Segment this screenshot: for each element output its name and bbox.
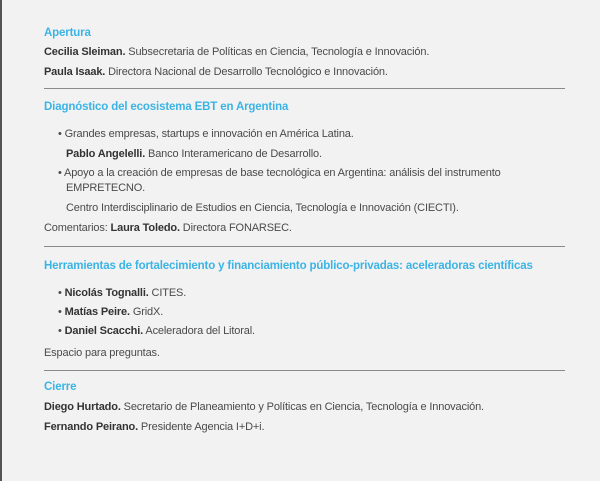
bullet-icon: • [58,128,62,140]
speaker-name: Daniel Scacchi. [64,325,144,337]
speaker-line: Centro Interdisciplinario de Estudios en… [66,202,459,214]
speaker-role: Secretario de Planeamiento y Políticas e… [120,401,484,413]
speaker-line: Diego Hurtado. Secretario de Planeamient… [44,400,484,414]
divider [44,370,565,371]
list-item: • Grandes empresas, startups e innovació… [58,127,354,141]
comments-line: Comentarios: Laura Toledo. Directora FON… [44,221,292,235]
speaker-name: Diego Hurtado. [44,401,121,413]
speaker-role: Directora Nacional de Desarrollo Tecnoló… [105,66,388,78]
bullet-icon: • [58,306,62,318]
bullet-icon: • [58,325,62,337]
item-text-continued: EMPRETECNO. [66,182,146,194]
list-item: • Matías Peire. GridX. [58,305,163,319]
section-title-diagnostico: Diagnóstico del ecosistema EBT en Argent… [44,101,289,113]
speaker-role: Banco Interamericano de Desarrollo. [145,148,322,160]
section-title-herramientas: Herramientas de fortalecimiento y financ… [44,260,533,272]
section-title-apertura: Apertura [44,27,91,39]
section-title-cierre: Cierre [44,381,77,393]
note: Espacio para preguntas. [44,347,160,359]
page-border [0,0,2,481]
speaker-line: Paula Isaak. Directora Nacional de Desar… [44,65,388,79]
item-text: Grandes empresas, startups e innovación … [64,128,354,140]
divider [44,246,565,247]
list-item: • Nicolás Tognalli. CITES. [58,286,186,300]
bullet-icon: • [58,167,62,179]
speaker-name: Matías Peire. [64,306,130,318]
speaker-role: Directora FONARSEC. [179,222,292,234]
speaker-name: Pablo Angelelli. [66,148,146,160]
bullet-icon: • [58,287,62,299]
list-item: • Daniel Scacchi. Aceleradora del Litora… [58,324,255,338]
speaker-name: Cecilia Sleiman. [44,46,126,58]
speaker-role: Subsecretaria de Políticas en Ciencia, T… [125,46,430,58]
speaker-role: Presidente Agencia I+D+i. [138,421,265,433]
speaker-name: Fernando Peirano. [44,421,139,433]
item-text: Apoyo a la creación de empresas de base … [64,167,501,179]
speaker-role: Aceleradora del Litoral. [143,325,255,337]
speaker-name: Laura Toledo. [110,222,181,234]
list-item: • Apoyo a la creación de empresas de bas… [58,166,501,180]
speaker-role: CITES. [148,287,187,299]
speaker-name: Nicolás Tognalli. [64,287,149,299]
divider [44,88,565,89]
speaker-name: Paula Isaak. [44,66,106,78]
comments-label: Comentarios: [44,222,111,234]
speaker-role: GridX. [129,306,164,318]
speaker-line: Cecilia Sleiman. Subsecretaria de Políti… [44,45,429,59]
speaker-line: Pablo Angelelli. Banco Interamericano de… [66,147,322,161]
speaker-line: Fernando Peirano. Presidente Agencia I+D… [44,420,265,434]
